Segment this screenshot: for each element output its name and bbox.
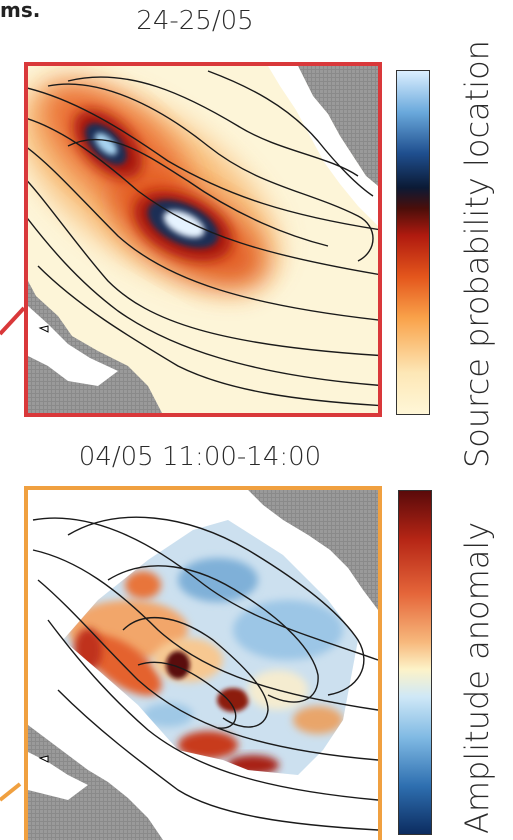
- sea-area: [248, 490, 378, 610]
- panel-2-map: [24, 486, 382, 840]
- colorbar-gradient: [397, 71, 429, 414]
- colorbar-2-label: Amplitude anomaly: [458, 521, 496, 834]
- colorbar-gradient: [399, 491, 431, 834]
- sea-area: [28, 725, 163, 840]
- map-marker: [38, 325, 49, 333]
- colorbar-amplitude-anomaly: [398, 490, 432, 835]
- source-probability-map: [28, 66, 378, 413]
- land-fringe: [28, 306, 118, 386]
- panel-1-map: [24, 62, 382, 417]
- land-fringe: [228, 490, 378, 640]
- land-fringe: [28, 752, 88, 800]
- land-fringe: [268, 66, 378, 226]
- connector-line-bottom: [0, 782, 22, 802]
- amplitude-anomaly-map: [28, 490, 378, 840]
- connector-line-top: [0, 306, 26, 336]
- colorbar-1-label: Source probability location: [458, 40, 496, 468]
- sea-area: [28, 281, 162, 413]
- panel-1-title: 24-25/05: [136, 6, 254, 36]
- map-marker: [38, 755, 49, 763]
- panel-2-title: 04/05 11:00-14:00: [78, 442, 322, 472]
- truncated-caption-text: ms.: [0, 0, 41, 22]
- sea-area: [298, 66, 378, 186]
- elevation-contours: [28, 70, 378, 407]
- elevation-contours: [32, 516, 378, 831]
- colorbar-source-probability: [396, 70, 430, 415]
